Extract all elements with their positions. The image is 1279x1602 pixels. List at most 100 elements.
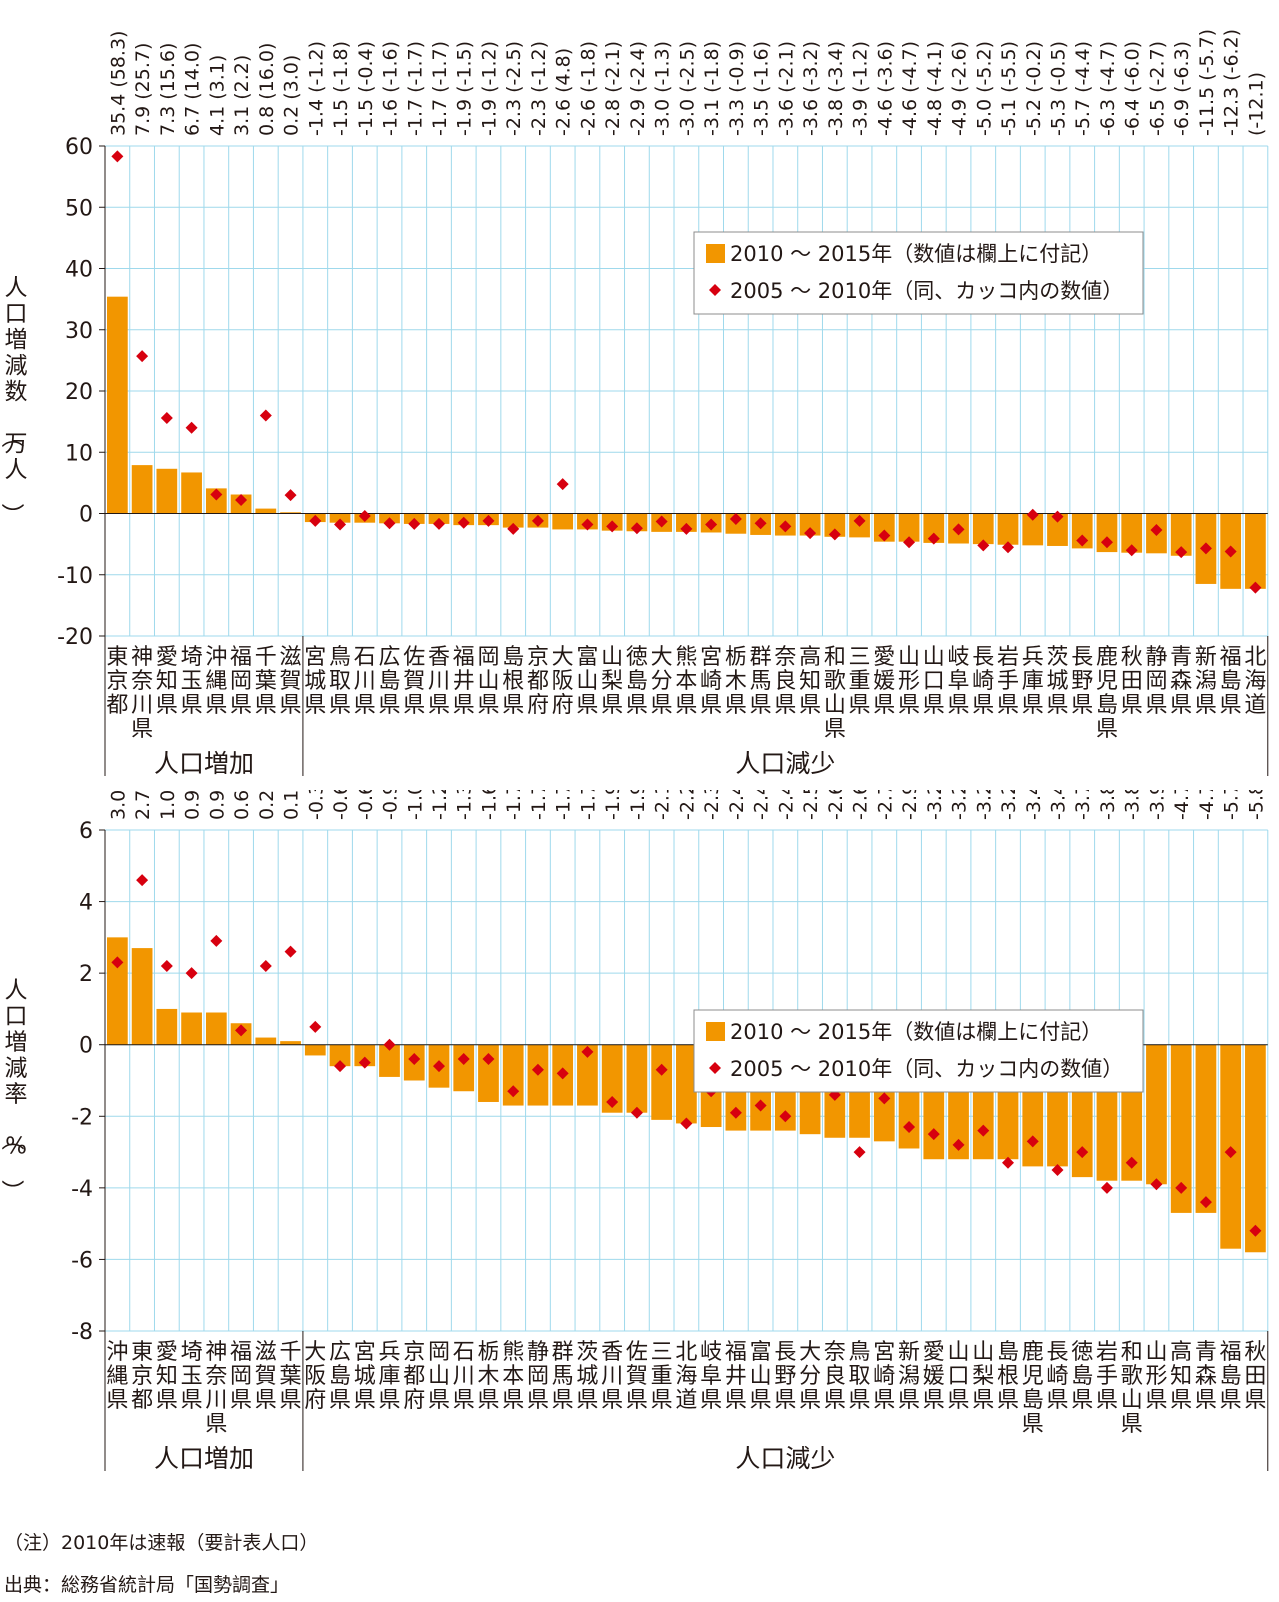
- category-label: 和歌山県: [1121, 1340, 1143, 1437]
- marker-point: [136, 350, 149, 363]
- data-label: -5.0 (-5.2): [973, 41, 995, 136]
- marker-point: [606, 520, 619, 533]
- data-label: -1.6 (-0.4): [478, 790, 500, 820]
- marker-point: [779, 520, 792, 533]
- category-label: 徳島県: [1071, 1340, 1093, 1413]
- marker-point: [185, 967, 198, 980]
- marker-point: [754, 1099, 767, 1112]
- data-label: -3.6 (-3.2): [800, 41, 822, 136]
- marker-point: [1249, 1224, 1262, 1237]
- marker-point: [1076, 1146, 1089, 1159]
- marker-point: [358, 1056, 371, 1069]
- marker-point: [1249, 581, 1262, 594]
- marker-point: [210, 934, 223, 947]
- marker-point: [903, 536, 916, 549]
- data-label: -1.4 (-1.2): [305, 41, 327, 136]
- data-label: 0.2 (2.2): [256, 790, 278, 820]
- data-label: -0.6 (-0.6): [330, 790, 352, 820]
- data-label: -1.7 (-1.7): [404, 41, 426, 136]
- category-label: 新潟県: [1195, 645, 1217, 718]
- data-label: 0.2 (3.0): [281, 55, 303, 136]
- marker-point: [1125, 1156, 1138, 1169]
- marker-point: [507, 522, 520, 535]
- marker-point: [630, 1106, 643, 1119]
- marker-point: [878, 1092, 891, 1105]
- category-label: 山梨県: [601, 645, 623, 718]
- data-label: -3.2 (-2.5): [924, 790, 946, 820]
- category-label: 佐賀県: [626, 1340, 648, 1413]
- bar: [329, 513, 351, 523]
- category-label: 青森県: [1170, 645, 1192, 718]
- bar: [552, 513, 574, 530]
- marker-point: [556, 1067, 569, 1080]
- y-tick-label: -2: [71, 1105, 93, 1130]
- bar: [379, 1044, 400, 1077]
- data-label: -3.3 (-0.9): [726, 41, 748, 136]
- marker-point: [952, 1138, 965, 1151]
- marker-point: [284, 945, 297, 958]
- data-label: -1.6 (-1.6): [380, 41, 402, 136]
- bar: [181, 1012, 202, 1045]
- category-label: 新潟県: [898, 1340, 920, 1413]
- category-label: 山形県: [898, 645, 920, 718]
- marker-point: [383, 517, 396, 530]
- bar: [1245, 1044, 1266, 1253]
- category-label: 静岡県: [527, 1340, 549, 1413]
- marker-point: [754, 517, 767, 530]
- category-label: 島根県: [502, 645, 524, 718]
- marker-point: [259, 959, 272, 972]
- category-label: 滋賀県: [255, 1340, 277, 1413]
- category-label: 熊本県: [502, 1340, 524, 1413]
- data-label: (-12.1): [1245, 72, 1267, 136]
- category-label: 秋田県: [1121, 645, 1143, 718]
- data-label: -1.7 (-1.3): [503, 790, 525, 820]
- data-label: -3.8 (-3.3): [1122, 790, 1144, 820]
- bar: [131, 465, 153, 514]
- category-label: 山口県: [923, 645, 945, 718]
- category-label: 大分県: [799, 1340, 821, 1413]
- category-label: 長野県: [1071, 645, 1093, 718]
- data-label: -2.6 (-3.0): [850, 790, 872, 820]
- data-label: -5.8 (-5.2): [1245, 790, 1267, 820]
- category-label: 和歌山県: [824, 645, 846, 742]
- y-tick-label: -4: [71, 1177, 93, 1202]
- y-axis-label: 人口増減数（万人）: [0, 275, 28, 526]
- marker-point: [606, 1095, 619, 1108]
- marker-point: [1076, 534, 1089, 547]
- marker-point: [408, 517, 421, 530]
- data-label: -4.7 (-4.0): [1171, 790, 1193, 820]
- bar: [280, 1041, 301, 1045]
- category-label: 愛媛県: [873, 645, 895, 718]
- y-tick-label: 20: [65, 380, 93, 405]
- marker-point: [309, 1020, 322, 1033]
- data-label: 7.9 (25.7): [132, 43, 154, 136]
- category-label: 福井県: [453, 645, 475, 718]
- marker-point: [878, 529, 891, 542]
- category-label: 広島県: [329, 1340, 351, 1413]
- data-label: -1.3 (-0.4): [454, 790, 476, 820]
- category-label: 滋賀県: [280, 645, 302, 718]
- category-label: 栃木県: [725, 645, 747, 718]
- bar: [156, 1008, 178, 1045]
- marker-point: [655, 515, 668, 528]
- category-label: 山形県: [1145, 1340, 1167, 1413]
- marker-point: [1224, 1146, 1237, 1159]
- bar: [824, 513, 846, 537]
- y-tick-label: 6: [79, 819, 93, 844]
- marker-point: [284, 489, 297, 502]
- y-tick-label: 0: [79, 503, 93, 528]
- bar: [304, 1044, 326, 1056]
- category-label: 大阪府: [552, 645, 574, 718]
- category-label: 千葉県: [255, 645, 277, 718]
- category-label: 京都府: [403, 1340, 425, 1413]
- data-label: -3.5 (-1.6): [751, 41, 773, 136]
- bar: [997, 513, 1019, 545]
- bar: [1047, 513, 1068, 546]
- marker-point: [1100, 1181, 1113, 1194]
- data-label: -5.7 (-3.0): [1221, 790, 1243, 820]
- marker-point: [111, 150, 124, 163]
- data-label: -4.9 (-2.6): [949, 41, 971, 136]
- category-label: 静岡県: [1145, 645, 1167, 718]
- marker-point: [828, 528, 841, 541]
- y-tick-label: 60: [65, 135, 93, 160]
